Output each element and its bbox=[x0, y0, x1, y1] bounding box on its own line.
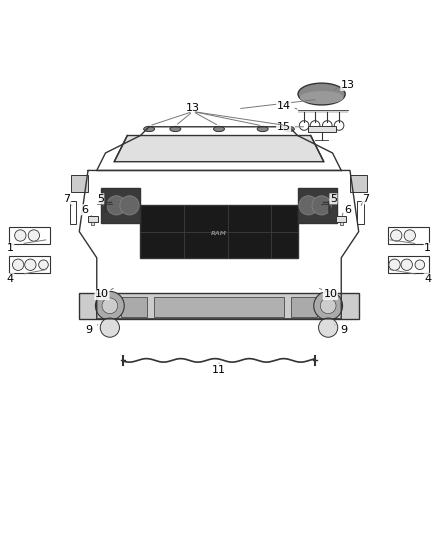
Bar bbox=[388, 256, 429, 273]
Circle shape bbox=[312, 196, 331, 215]
Bar bbox=[141, 205, 297, 258]
Ellipse shape bbox=[257, 126, 268, 132]
Circle shape bbox=[310, 120, 320, 130]
Bar bbox=[339, 222, 343, 225]
Circle shape bbox=[314, 292, 343, 320]
Ellipse shape bbox=[144, 126, 155, 132]
Text: 9: 9 bbox=[340, 325, 347, 335]
Circle shape bbox=[12, 259, 24, 270]
Ellipse shape bbox=[300, 91, 343, 104]
Ellipse shape bbox=[283, 126, 294, 132]
Text: RAM: RAM bbox=[211, 231, 227, 236]
Bar bbox=[297, 188, 337, 223]
Bar bbox=[121, 297, 147, 317]
Text: 10: 10 bbox=[323, 289, 337, 300]
Circle shape bbox=[102, 298, 118, 313]
Circle shape bbox=[320, 298, 336, 313]
Text: 15: 15 bbox=[277, 122, 291, 132]
Circle shape bbox=[299, 120, 309, 130]
Bar bbox=[291, 297, 317, 317]
Circle shape bbox=[28, 230, 39, 241]
Circle shape bbox=[95, 292, 124, 320]
Bar bbox=[88, 216, 98, 222]
Text: 5: 5 bbox=[97, 194, 104, 204]
Text: 7: 7 bbox=[64, 194, 71, 204]
Bar bbox=[71, 175, 88, 192]
Bar bbox=[307, 126, 336, 132]
Circle shape bbox=[389, 259, 400, 270]
Text: 11: 11 bbox=[212, 366, 226, 375]
Bar bbox=[9, 227, 50, 244]
Bar bbox=[357, 201, 364, 224]
Text: 5: 5 bbox=[330, 194, 337, 204]
Circle shape bbox=[14, 230, 26, 241]
Circle shape bbox=[318, 318, 338, 337]
Circle shape bbox=[334, 120, 344, 130]
Circle shape bbox=[415, 260, 425, 270]
Circle shape bbox=[322, 120, 332, 130]
Circle shape bbox=[100, 318, 120, 337]
Circle shape bbox=[39, 260, 48, 270]
Text: 13: 13 bbox=[186, 103, 200, 114]
Ellipse shape bbox=[214, 126, 224, 132]
Bar bbox=[101, 188, 141, 223]
Polygon shape bbox=[114, 135, 324, 161]
Bar bbox=[350, 175, 367, 192]
Bar bbox=[79, 293, 359, 319]
Bar bbox=[153, 297, 285, 317]
Bar bbox=[91, 222, 94, 225]
Text: 1: 1 bbox=[7, 243, 14, 253]
Bar bbox=[9, 256, 50, 273]
Circle shape bbox=[404, 230, 416, 241]
Circle shape bbox=[299, 196, 318, 215]
Ellipse shape bbox=[298, 83, 345, 105]
Text: 1: 1 bbox=[424, 243, 431, 253]
Bar bbox=[336, 216, 346, 222]
Circle shape bbox=[401, 259, 413, 270]
Text: 4: 4 bbox=[7, 274, 14, 284]
Circle shape bbox=[120, 196, 139, 215]
Circle shape bbox=[107, 196, 126, 215]
Text: 7: 7 bbox=[362, 194, 369, 204]
Text: 6: 6 bbox=[345, 205, 352, 215]
Text: 9: 9 bbox=[85, 325, 92, 335]
Text: 6: 6 bbox=[81, 205, 88, 215]
Circle shape bbox=[25, 259, 36, 270]
Text: 4: 4 bbox=[424, 274, 431, 284]
Ellipse shape bbox=[170, 126, 181, 132]
Bar bbox=[70, 201, 76, 224]
Text: 10: 10 bbox=[95, 289, 109, 300]
Circle shape bbox=[391, 230, 402, 241]
Text: 13: 13 bbox=[341, 80, 355, 90]
Text: 14: 14 bbox=[276, 101, 291, 111]
Bar bbox=[388, 227, 429, 244]
